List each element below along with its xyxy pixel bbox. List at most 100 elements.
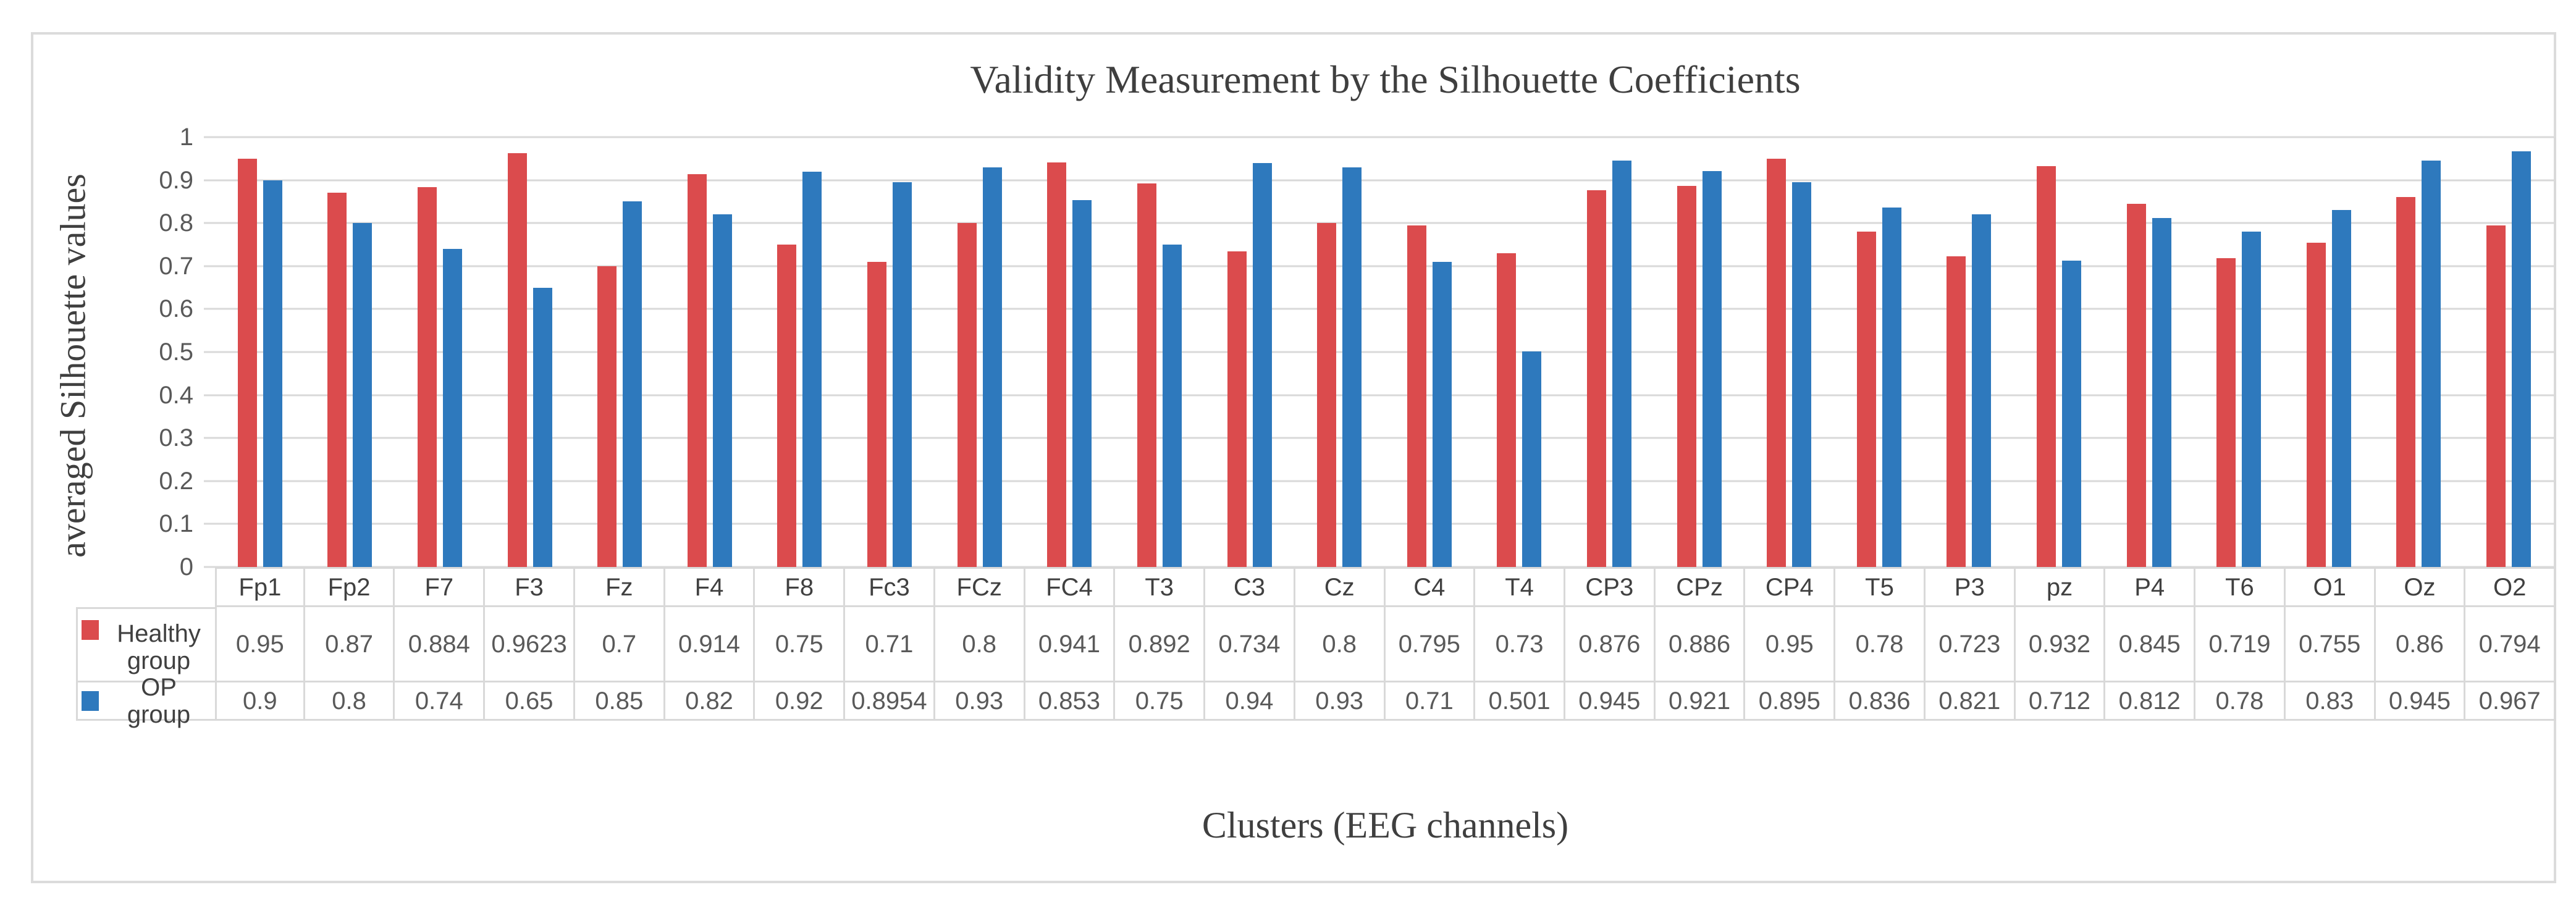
op-group-bar [1612,161,1631,567]
bar-group-o1 [2284,137,2374,567]
gridline [204,308,2554,310]
value-cell: 0.836 [1835,682,1926,721]
value-cell: 0.794 [2465,607,2556,682]
healthy-group-bar [1497,253,1517,567]
y-axis-ticks: 0 0.1 0.2 0.3 0.4 0.5 0.6 0.7 0.8 0.9 1 [0,125,201,579]
bar-group-t5 [1834,137,1924,567]
channel-header-cell: C4 [1385,567,1476,607]
op-group-bar [443,248,463,567]
chart-title: Validity Measurement by the Silhouette C… [970,57,1801,101]
bar-group-pz [2014,137,2104,567]
value-cell: 0.967 [2465,682,2556,721]
healthy-group-bar [1047,162,1067,567]
value-cell: 0.95 [1745,607,1836,682]
healthy-group-bar [237,158,257,567]
value-cell: 0.73 [1475,607,1565,682]
value-cell: 0.65 [485,682,575,721]
value-cell: 0.74 [395,682,486,721]
value-cell: 0.71 [1385,682,1476,721]
healthy-group-bar [1947,256,1966,567]
value-cell: 0.719 [2195,607,2286,682]
op-group-bar [353,223,373,567]
value-cell: 0.8 [305,682,395,721]
y-tick-label: 1 [179,124,193,151]
healthy-group-bar [687,174,707,567]
value-cell: 0.945 [2375,682,2466,721]
gridline [204,394,2554,397]
gridline [204,437,2554,439]
channel-header-cell: P4 [2105,567,2196,607]
gridline [204,351,2554,353]
channel-header-cell: T4 [1475,567,1565,607]
op-group-bar [1252,162,1272,567]
gridline [204,523,2554,525]
bar-group-f3 [485,137,575,567]
op-group-bar [263,180,282,567]
op-group-swatch-icon [82,691,99,711]
value-cell: 0.895 [1745,682,1836,721]
healthy-group-bar [2216,258,2236,567]
op-group-bar [1972,214,1992,567]
value-cell: 0.821 [1925,682,2016,721]
y-tick-label: 0.3 [159,424,193,452]
value-cell: 0.945 [1565,682,1656,721]
channel-header-cell: Fp2 [305,567,395,607]
op-group-bar [1432,261,1452,567]
op-group-bar [1522,351,1542,567]
channel-header-cell: O1 [2285,567,2376,607]
op-group-bar [1702,170,1722,567]
value-cell: 0.7 [575,607,665,682]
op-group-bar [623,201,642,567]
value-cell: 0.723 [1925,607,2016,682]
bar-group-cp3 [1564,137,1654,567]
op-group-bar [1162,245,1182,567]
bar-group-p3 [1924,137,2014,567]
healthy-group-bar [327,193,347,567]
healthy-group-bar [507,153,527,567]
y-tick-label: 0.7 [159,252,193,280]
channel-header-cell: C3 [1205,567,1295,607]
value-cell: 0.93 [935,682,1025,721]
gridline [204,136,2554,138]
healthy-group-bar [867,261,887,567]
channel-header-cell: Fp1 [215,567,305,607]
channel-header-cell: pz [2015,567,2106,607]
bar-group-f7 [395,137,485,567]
value-cell: 0.712 [2015,682,2106,721]
value-cell: 0.755 [2285,607,2376,682]
value-cell: 0.85 [575,682,665,721]
value-cell: 0.8 [935,607,1025,682]
value-cell: 0.795 [1385,607,1476,682]
healthy-group-bar [2486,225,2506,567]
legend-label: Healthy group [117,620,201,674]
op-group-bar [2422,161,2441,567]
channel-header-cell: P3 [1925,567,2016,607]
data-table: Fp1 Fp2 F7 F3 Fz F4 F8 Fc3 FCz FC4 T3 C3 Cz C4 T4 CP3 CP… [76,567,2556,728]
gridline [204,265,2554,267]
op-group-bar [893,182,912,567]
plot-area [204,136,2556,568]
healthy-group-bar [1227,251,1247,567]
op-group-bar [1072,200,1092,567]
value-cell: 0.734 [1205,607,1295,682]
value-cell: 0.95 [215,607,305,682]
op-group-bar [1342,167,1362,567]
channel-header-cell: Fc3 [845,567,935,607]
healthy-group-swatch-icon [82,620,99,640]
op-group-bar [1882,208,1901,567]
value-cell: 0.892 [1115,607,1206,682]
channel-header-cell: T3 [1115,567,1206,607]
healthy-group-bar [1767,158,1787,567]
op-group-bar [712,214,732,567]
value-cell: 0.914 [665,607,756,682]
op-group-bar [2152,217,2171,567]
channel-header-cell: T6 [2195,567,2286,607]
op-group-bar [1792,182,1812,567]
bar-group-cz [1294,137,1384,567]
healthy-group-bar [2036,166,2056,567]
healthy-group-bar [2126,203,2146,567]
value-cell: 0.8 [1295,607,1386,682]
bar-group-o2 [2464,137,2554,567]
channel-header-cell: FCz [935,567,1025,607]
